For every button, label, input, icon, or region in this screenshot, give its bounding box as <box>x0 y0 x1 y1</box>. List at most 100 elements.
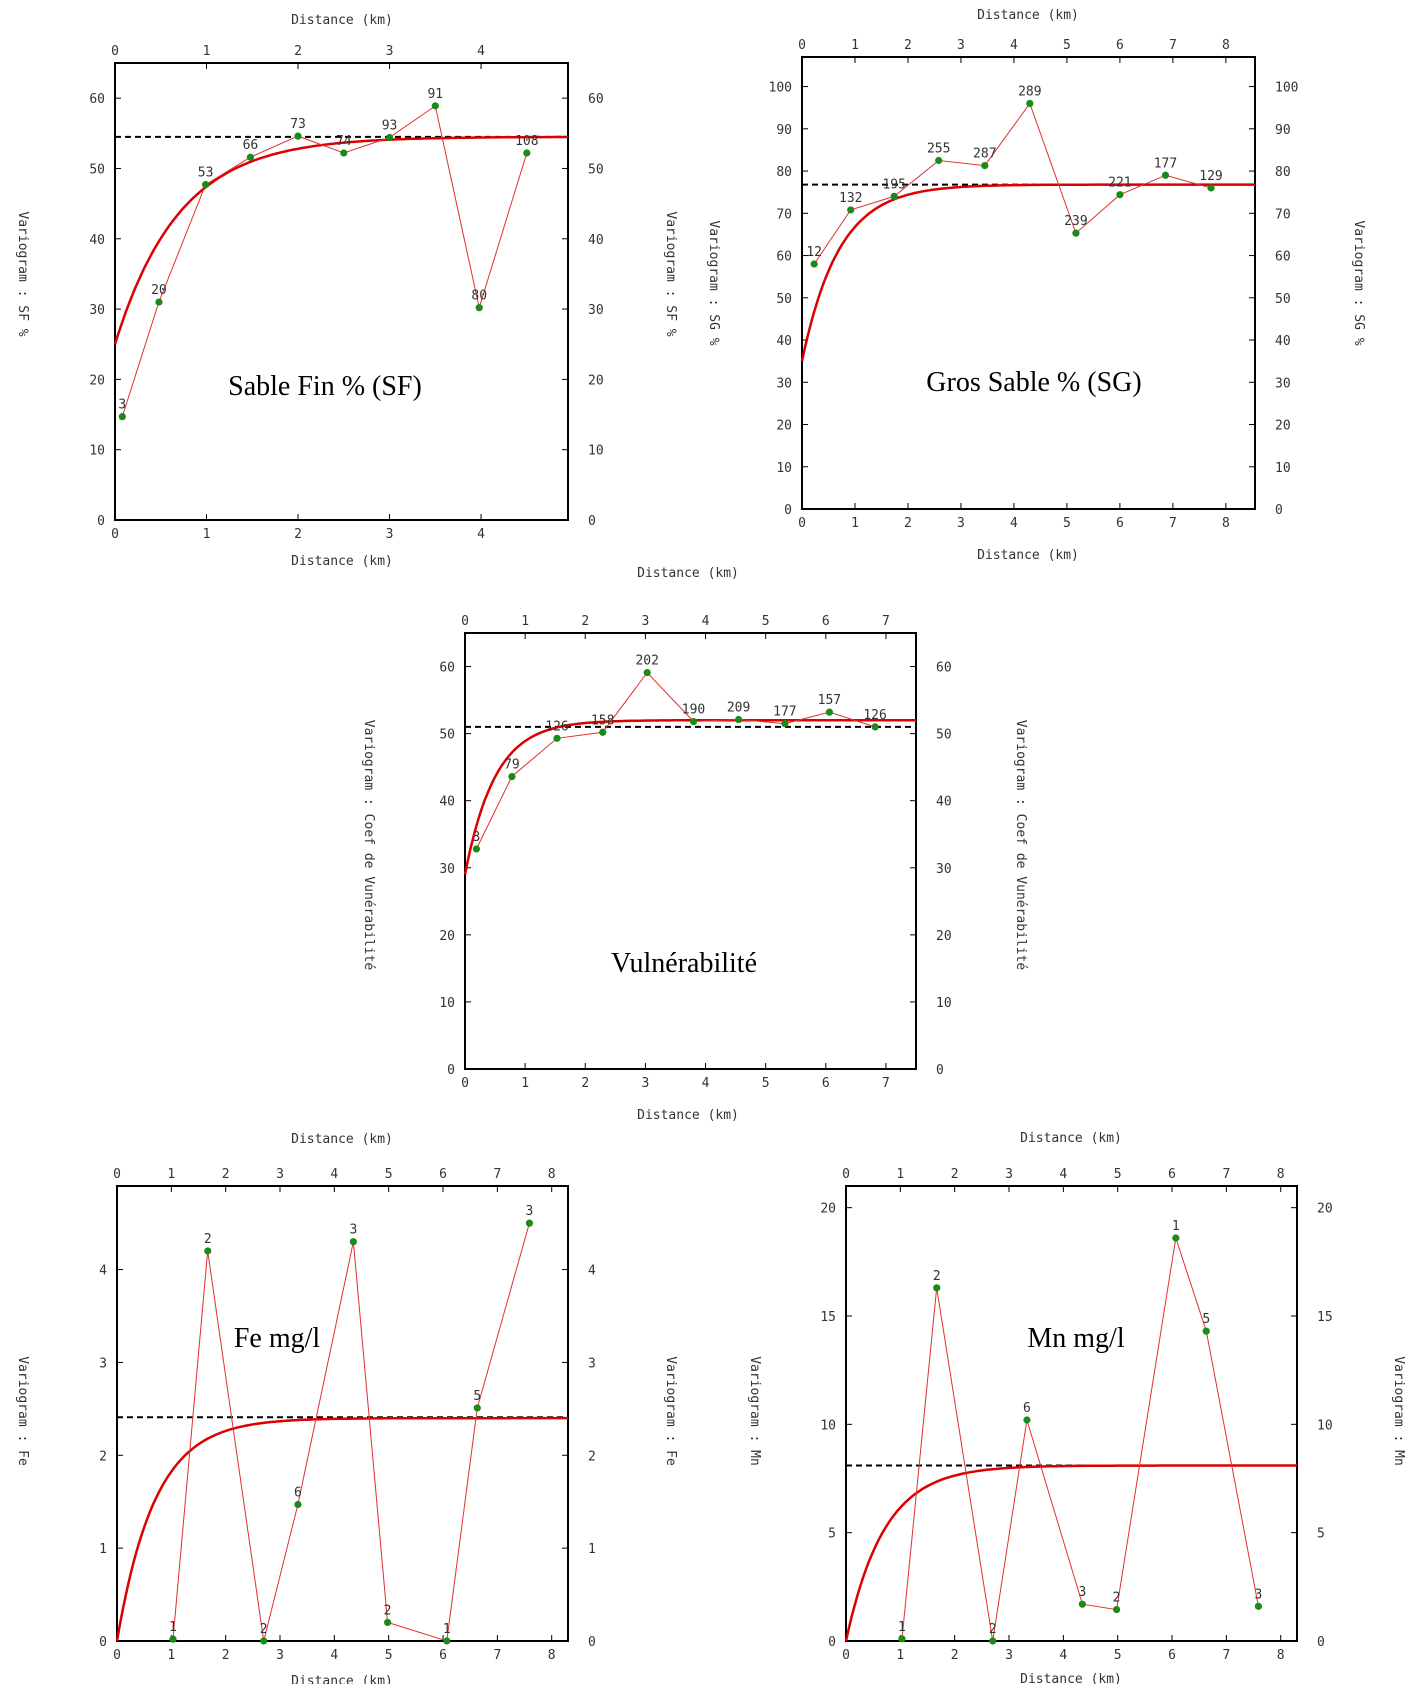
x-tick-label-top: 3 <box>641 614 649 629</box>
y-tick-label-right: 0 <box>588 514 596 529</box>
point-count-label: 190 <box>682 703 705 718</box>
y-tick-label-left: 30 <box>89 303 105 318</box>
y-tick-label-left: 60 <box>89 92 105 107</box>
y-tick-label-right: 10 <box>936 996 952 1011</box>
y-tick-label-left: 20 <box>776 419 792 434</box>
y-tick-label-left: 60 <box>439 661 455 676</box>
point-count-label: 3 <box>473 830 481 845</box>
x-tick-label-top: 1 <box>203 44 211 59</box>
x-tick-label-bottom: 2 <box>581 1076 589 1091</box>
y-tick-label-right: 40 <box>588 233 604 248</box>
x-tick-label-top: 3 <box>386 44 394 59</box>
point-count-label: 221 <box>1108 176 1131 191</box>
x-tick-label-top: 1 <box>167 1167 175 1182</box>
x-axis-label-bottom: Distance (km) <box>1020 1672 1122 1684</box>
data-point <box>431 102 439 110</box>
data-point <box>898 1635 906 1643</box>
x-tick-label-bottom: 5 <box>1114 1648 1122 1663</box>
data-point <box>847 206 855 214</box>
data-point <box>1078 1600 1086 1608</box>
x-tick-label-top: 1 <box>851 38 859 53</box>
data-point <box>1172 1234 1180 1242</box>
y-tick-label-left: 80 <box>776 165 792 180</box>
y-tick-label-right: 2 <box>588 1449 596 1464</box>
y-tick-label-left: 50 <box>89 162 105 177</box>
x-tick-label-bottom: 8 <box>1277 1648 1285 1663</box>
point-count-label: 6 <box>294 1486 302 1501</box>
x-tick-label-top: 5 <box>1114 1167 1122 1182</box>
x-tick-label-top: 0 <box>111 44 119 59</box>
model-curve <box>800 183 1255 362</box>
x-tick-label-bottom: 3 <box>386 527 394 542</box>
point-count-label: 157 <box>818 693 841 708</box>
y-axis-label-right: Variogram : SF % <box>663 211 678 336</box>
y-tick-label-left: 10 <box>776 461 792 476</box>
point-count-label: 73 <box>290 117 306 132</box>
x-tick-label-top: 2 <box>904 38 912 53</box>
y-tick-label-right: 5 <box>1317 1527 1325 1542</box>
x-tick-label-bottom: 0 <box>113 1648 121 1663</box>
point-count-label: 2 <box>384 1603 392 1618</box>
y-tick-label-left: 40 <box>89 233 105 248</box>
y-axis-label-right: Variogram : Mn <box>1391 1356 1406 1466</box>
experimental-line <box>172 1222 530 1642</box>
y-tick-label-left: 0 <box>447 1063 455 1078</box>
point-count-label: 287 <box>973 147 996 162</box>
x-tick-label-bottom: 6 <box>439 1648 447 1663</box>
y-tick-label-left: 1 <box>99 1542 107 1557</box>
y-tick-label-right: 50 <box>588 162 604 177</box>
x-tick-label-top: 8 <box>1222 38 1230 53</box>
x-tick-label-bottom: 7 <box>1222 1648 1230 1663</box>
data-point <box>204 1247 212 1255</box>
data-point <box>689 717 698 726</box>
y-tick-label-right: 50 <box>1275 292 1291 307</box>
x-tick-label-top: 3 <box>276 1167 284 1182</box>
point-count-label: 3 <box>1078 1585 1086 1600</box>
point-count-label: 1 <box>898 1620 906 1635</box>
point-count-label: 2 <box>933 1269 941 1284</box>
model-curve <box>115 1416 568 1642</box>
y-axis-label-left: Variogram : SF % <box>15 211 30 336</box>
y-tick-label-left: 70 <box>776 207 792 222</box>
point-count-label: 12 <box>806 245 822 260</box>
y-axis-label-right: Variogram : Coef de Vunérabilité <box>1013 720 1028 971</box>
x-tick-label-bottom: 6 <box>822 1076 830 1091</box>
x-tick-label-bottom: 5 <box>385 1648 393 1663</box>
x-tick-label-top: 7 <box>493 1167 501 1182</box>
y-tick-label-left: 90 <box>776 123 792 138</box>
x-tick-label-bottom: 4 <box>1059 1648 1067 1663</box>
point-count-label: 66 <box>243 138 259 153</box>
data-point <box>871 723 879 731</box>
point-count-label: 1 <box>169 1620 177 1635</box>
data-point <box>643 668 651 677</box>
data-point <box>1202 1327 1210 1335</box>
experimental-line <box>813 102 1212 265</box>
point-count-label: 195 <box>882 177 905 192</box>
model-curve <box>463 718 916 875</box>
y-tick-label-right: 60 <box>588 92 604 107</box>
point-count-label: 93 <box>382 119 398 134</box>
data-point <box>1113 1605 1121 1614</box>
point-count-label: 53 <box>198 166 214 181</box>
y-axis-label-left: Variogram : Fe <box>15 1356 30 1466</box>
y-tick-label-right: 30 <box>1275 376 1291 391</box>
x-tick-label-bottom: 1 <box>851 516 859 531</box>
y-tick-label-left: 10 <box>89 444 105 459</box>
point-count-label: 126 <box>863 708 886 723</box>
point-count-label: 177 <box>1154 156 1177 171</box>
y-tick-label-right: 60 <box>1275 250 1291 265</box>
data-point <box>981 161 989 170</box>
x-tick-label-bottom: 3 <box>641 1076 649 1091</box>
x-axis-label-bottom: Distance (km) <box>637 1108 739 1123</box>
data-point <box>553 734 561 742</box>
y-tick-label-right: 50 <box>936 728 952 743</box>
y-tick-label-left: 60 <box>776 250 792 265</box>
x-tick-label-top: 7 <box>882 614 890 629</box>
x-tick-label-top: 5 <box>762 614 770 629</box>
data-point <box>508 772 516 781</box>
point-count-label: 158 <box>591 713 614 728</box>
y-axis-label-left: Variogram : SG % <box>706 220 721 345</box>
